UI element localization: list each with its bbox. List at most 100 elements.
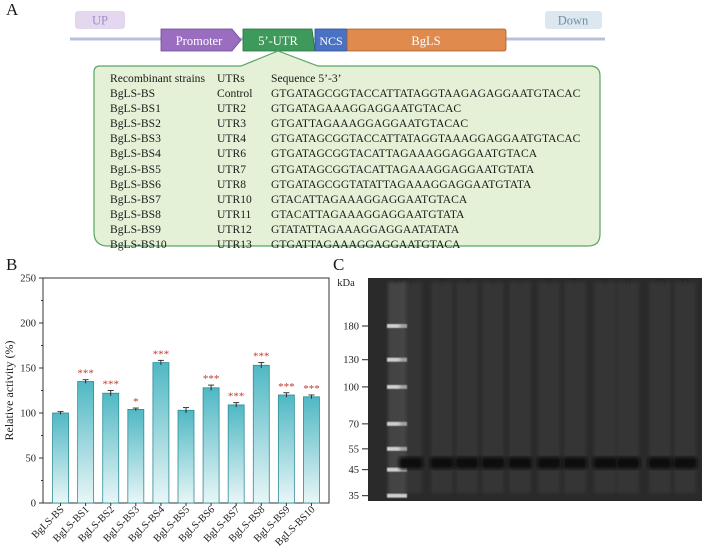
sequence-cell: GTACATTAGAAAGGAGGAATGTATA [271,207,465,221]
bar [152,362,170,504]
significance-label: *** [77,368,94,380]
significance-label: *** [278,381,295,393]
utr-label: 5’-UTR [258,34,298,48]
marker-band [387,324,407,328]
strain-cell: BgLS-BS5 [110,162,161,176]
marker-label: 45 [349,465,360,476]
lane-smear [617,282,639,493]
protein-band [430,456,454,469]
y-tick-label: 0 [31,499,36,510]
header-sequence: Sequence 5’-3’ [271,72,342,85]
utr-cell: UTR8 [217,177,246,191]
strain-cell: BgLS-BS9 [110,222,161,236]
marker-band [387,446,407,451]
y-tick-label: 100 [20,409,36,420]
lane-smear [456,282,478,493]
marker-label: 100 [343,382,359,393]
utr-cell: UTR7 [217,162,246,176]
panel-b-label: B [6,255,18,274]
strain-cell: BgLS-BS6 [110,177,161,191]
up-box [75,11,125,29]
construct-diagram: UP Down Promoter 5’-UTR NCS BgLS [70,11,605,247]
strain-cell: BgLS-BS3 [110,132,161,146]
bar [303,396,320,504]
strain-cell: BgLS-BS [110,87,156,101]
sequence-cell: GTATATTAGAAAGGAGGAATATATA [271,222,460,236]
bar [277,394,295,504]
gene-box [346,28,507,52]
promoter-label: Promoter [176,34,223,48]
marker-band [387,493,407,498]
lane-smear [594,282,616,493]
strain-cell: BgLS-BS10 [110,238,167,252]
lane-smear [431,282,453,493]
protein-band [616,456,640,469]
bar [227,404,245,504]
lane-smear [400,282,422,493]
bar [77,381,95,504]
bar [127,408,145,504]
protein-band [455,456,479,469]
sequence-cell: GTGATAGCGGTACCATTATAGGTAAGAGAGGAATGTACAC [271,87,581,101]
y-tick-label: 200 [20,319,36,330]
down-box [545,11,602,29]
sequence-callout [93,50,601,247]
marker-band [387,421,407,426]
sequence-cell: GTGATTAGAAAGGAGGAATGTACAC [271,117,469,131]
significance-label: *** [303,383,320,395]
protein-band [648,456,672,469]
utr-cell: UTR2 [217,102,246,116]
significance-label: *** [203,373,220,385]
lane-smear [649,282,671,493]
utr-cell: UTR3 [217,117,246,131]
sds-page-gel [368,278,702,501]
utr-cell: UTR4 [217,132,246,146]
marker-band [387,357,407,362]
strain-cell: BgLS-BS1 [110,102,161,116]
marker-band [387,467,407,472]
promoter-arrow [160,28,242,52]
protein-band [508,456,532,469]
utr-cell: UTR12 [217,222,252,236]
significance-label: *** [102,379,119,391]
lane-smear [564,282,586,493]
protein-band [481,456,505,469]
significance-label: * [133,396,139,408]
gel-overlay: M1234567891011kDa1801301007055453525 [337,277,697,502]
sequence-cell: GTGATAGCGGTACATTAGAAAGGAGGAATGTATA [271,162,535,176]
protein-band [563,456,587,469]
header-strains: Recombinant strains [110,72,205,85]
lane-smear [538,282,560,493]
protein-band [537,456,561,469]
utr-cell: UTR6 [217,147,246,161]
y-tick-label: 50 [26,454,37,465]
utr-cell: UTR13 [217,238,252,252]
panel-c-label: C [333,255,345,274]
utr-cell: UTR10 [217,192,252,206]
bar [202,387,220,504]
utr-cell: Control [217,87,253,101]
sequence-cell: GTGATAGCGGTACATTAGAAAGGAGGAATGTACA [271,147,538,161]
marker-band [387,384,407,389]
strain-cell: BgLS-BS4 [110,147,161,161]
kda-label: kDa [337,278,355,289]
up-label: UP [92,14,108,28]
header-utrs: UTRs [217,72,245,85]
sequence-cell: GTGATAGCGGTATATTAGAAAGGAGGAATGTATA [271,177,532,191]
significance-label: *** [253,351,270,363]
gene-label: BgLS [411,34,440,48]
sequence-cell: GTACATTAGAAAGGAGGAATGTACA [271,192,468,206]
sequence-cell: GTGATTAGAAAGGAGGAATGTACA [271,238,461,252]
bar [52,412,69,504]
utr-cell: UTR11 [217,207,252,221]
marker-label: 180 [343,322,359,333]
significance-label: *** [153,348,170,360]
lane-smear [674,282,696,493]
y-axis-label: Relative activity (%) [2,341,16,441]
marker-label: 55 [349,444,360,455]
lane-smear [482,282,504,493]
significance-label: *** [228,391,245,403]
strain-cell: BgLS-BS8 [110,207,161,221]
marker-label: 130 [343,355,359,366]
sequence-cell: GTGATAGAAAGGAGGAATGTACAC [271,102,462,116]
